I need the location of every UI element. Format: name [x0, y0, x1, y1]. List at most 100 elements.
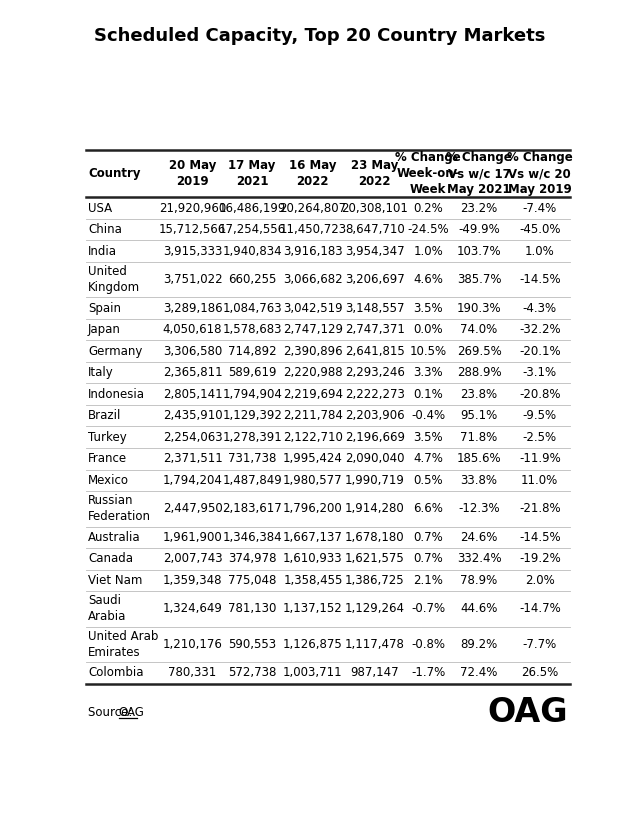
Text: -12.3%: -12.3% — [458, 502, 500, 516]
Text: 6.6%: 6.6% — [413, 502, 443, 516]
Text: 11,450,723: 11,450,723 — [279, 223, 346, 236]
Text: 4.6%: 4.6% — [413, 273, 443, 287]
Text: 589,619: 589,619 — [228, 367, 276, 379]
Text: 1,137,152: 1,137,152 — [283, 602, 343, 616]
Text: 190.3%: 190.3% — [457, 302, 501, 315]
Text: Italy: Italy — [88, 367, 114, 379]
Text: -49.9%: -49.9% — [458, 223, 500, 236]
Text: -0.7%: -0.7% — [411, 602, 445, 616]
Text: -20.1%: -20.1% — [519, 345, 561, 357]
Text: 0.7%: 0.7% — [413, 552, 443, 566]
Text: 1,796,200: 1,796,200 — [283, 502, 343, 516]
Text: 23.8%: 23.8% — [460, 387, 497, 401]
Text: 660,255: 660,255 — [228, 273, 276, 287]
Text: USA: USA — [88, 202, 112, 215]
Text: 78.9%: 78.9% — [460, 574, 498, 587]
Text: 1,914,280: 1,914,280 — [345, 502, 404, 516]
Text: Australia: Australia — [88, 531, 141, 544]
Text: 2,090,040: 2,090,040 — [345, 452, 404, 466]
Text: 103.7%: 103.7% — [457, 245, 501, 257]
Text: 20,308,101: 20,308,101 — [341, 202, 408, 215]
Text: 2,747,371: 2,747,371 — [345, 323, 405, 337]
Text: 1,961,900: 1,961,900 — [163, 531, 223, 544]
Text: 1,210,176: 1,210,176 — [163, 638, 223, 651]
Text: 987,147: 987,147 — [351, 666, 399, 680]
Text: 731,738: 731,738 — [228, 452, 276, 466]
Text: % Change
Vs w/c 17
May 2021: % Change Vs w/c 17 May 2021 — [446, 151, 512, 196]
Text: 1,940,834: 1,940,834 — [222, 245, 282, 257]
Text: 775,048: 775,048 — [228, 574, 276, 587]
Text: 2,293,246: 2,293,246 — [345, 367, 405, 379]
Text: 590,553: 590,553 — [228, 638, 276, 651]
Text: 21,920,960: 21,920,960 — [159, 202, 226, 215]
Text: 780,331: 780,331 — [168, 666, 217, 680]
Text: 1,794,204: 1,794,204 — [163, 474, 223, 486]
Text: 4.7%: 4.7% — [413, 452, 443, 466]
Text: 1,003,711: 1,003,711 — [283, 666, 342, 680]
Text: 2,365,811: 2,365,811 — [163, 367, 223, 379]
Text: Colombia: Colombia — [88, 666, 143, 680]
Text: OAG: OAG — [487, 696, 568, 729]
Text: 2,219,694: 2,219,694 — [283, 387, 343, 401]
Text: -0.8%: -0.8% — [411, 638, 445, 651]
Text: 4,050,618: 4,050,618 — [163, 323, 222, 337]
Text: -7.4%: -7.4% — [523, 202, 557, 215]
Text: 2,641,815: 2,641,815 — [345, 345, 404, 357]
Text: Source:: Source: — [88, 706, 136, 719]
Text: 3,148,557: 3,148,557 — [345, 302, 404, 315]
Text: 3,289,186: 3,289,186 — [163, 302, 223, 315]
Text: OAG: OAG — [118, 706, 145, 719]
Text: 2,254,063: 2,254,063 — [163, 431, 223, 444]
Text: 2,122,710: 2,122,710 — [283, 431, 343, 444]
Text: France: France — [88, 452, 127, 466]
Text: 2,371,511: 2,371,511 — [163, 452, 223, 466]
Text: 33.8%: 33.8% — [461, 474, 497, 486]
Text: 11.0%: 11.0% — [521, 474, 559, 486]
Text: United Arab
Emirates: United Arab Emirates — [88, 630, 158, 659]
Text: 1,324,649: 1,324,649 — [163, 602, 223, 616]
Text: Brazil: Brazil — [88, 409, 122, 422]
Text: 0.1%: 0.1% — [413, 387, 443, 401]
Text: 2,007,743: 2,007,743 — [163, 552, 223, 566]
Text: Russian
Federation: Russian Federation — [88, 494, 151, 523]
Text: 3,916,183: 3,916,183 — [283, 245, 342, 257]
Text: 2,183,617: 2,183,617 — [222, 502, 282, 516]
Text: Mexico: Mexico — [88, 474, 129, 486]
Text: 0.0%: 0.0% — [413, 323, 443, 337]
Text: 17 May
2021: 17 May 2021 — [228, 159, 276, 188]
Text: 1,610,933: 1,610,933 — [283, 552, 342, 566]
Text: 572,738: 572,738 — [228, 666, 276, 680]
Text: -14.5%: -14.5% — [519, 273, 561, 287]
Text: 1,980,577: 1,980,577 — [283, 474, 342, 486]
Text: 714,892: 714,892 — [228, 345, 276, 357]
Text: 2,222,273: 2,222,273 — [345, 387, 405, 401]
Text: 269.5%: 269.5% — [457, 345, 501, 357]
Text: 3.5%: 3.5% — [413, 431, 443, 444]
Text: 1,359,348: 1,359,348 — [163, 574, 222, 587]
Text: -32.2%: -32.2% — [519, 323, 561, 337]
Text: 1,578,683: 1,578,683 — [222, 323, 282, 337]
Text: 2,211,784: 2,211,784 — [283, 409, 343, 422]
Text: United
Kingdom: United Kingdom — [88, 265, 140, 294]
Text: -20.8%: -20.8% — [519, 387, 561, 401]
Text: 385.7%: 385.7% — [457, 273, 501, 287]
Text: Country: Country — [88, 167, 140, 180]
Text: 3,042,519: 3,042,519 — [283, 302, 342, 315]
Text: 374,978: 374,978 — [228, 552, 276, 566]
Text: 2,447,950: 2,447,950 — [163, 502, 223, 516]
Text: -2.5%: -2.5% — [523, 431, 557, 444]
Text: -3.1%: -3.1% — [523, 367, 557, 379]
Text: -11.9%: -11.9% — [519, 452, 561, 466]
Text: 10.5%: 10.5% — [410, 345, 447, 357]
Text: 2,805,141: 2,805,141 — [163, 387, 223, 401]
Text: 3,066,682: 3,066,682 — [283, 273, 342, 287]
Text: 2.0%: 2.0% — [525, 574, 555, 587]
Text: Viet Nam: Viet Nam — [88, 574, 142, 587]
Text: 2,747,129: 2,747,129 — [283, 323, 343, 337]
Text: 89.2%: 89.2% — [460, 638, 498, 651]
Text: 1,678,180: 1,678,180 — [345, 531, 404, 544]
Text: Turkey: Turkey — [88, 431, 127, 444]
Text: 20,264,807: 20,264,807 — [279, 202, 346, 215]
Text: China: China — [88, 223, 122, 236]
Text: -14.7%: -14.7% — [519, 602, 561, 616]
